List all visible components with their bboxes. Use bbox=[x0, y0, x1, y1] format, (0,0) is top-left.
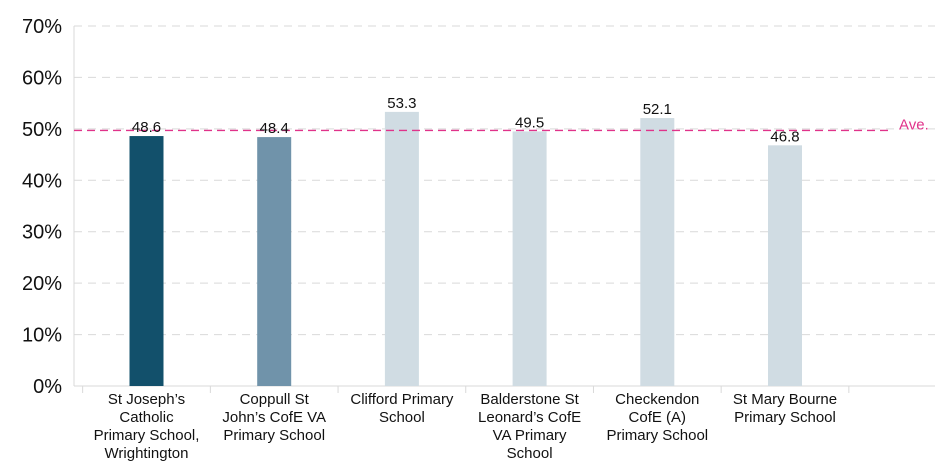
bar bbox=[768, 145, 802, 386]
data-label: 52.1 bbox=[643, 101, 672, 118]
data-label: 48.6 bbox=[132, 119, 161, 136]
x-axis-labels: St Joseph’s Catholic Primary School, Wright… bbox=[94, 391, 838, 462]
x-category-label-line: Primary School bbox=[606, 427, 708, 444]
x-category-label: Balderstone St Leonard’s CofE VA Primary Sc… bbox=[478, 391, 581, 462]
y-tick-label: 30% bbox=[22, 222, 62, 244]
y-tick-label: 70% bbox=[22, 16, 62, 38]
y-tick-label: 40% bbox=[22, 170, 62, 192]
x-category-label: Coppull St John’s CofE VA Primary School bbox=[222, 391, 326, 444]
bar bbox=[129, 136, 164, 386]
x-category-label-line: Checkendon bbox=[615, 391, 699, 408]
x-category-label-line: Primary School bbox=[734, 409, 836, 426]
y-tick-label: 0% bbox=[33, 376, 62, 398]
x-category-label-line: Catholic bbox=[119, 409, 174, 426]
x-category-label-line: Primary School bbox=[223, 427, 325, 444]
bars bbox=[129, 111, 802, 387]
bar bbox=[384, 111, 419, 386]
x-category-label-line: Wrightington bbox=[105, 445, 189, 462]
y-axis: 0% 10% 20% 30% 40% 50% 60% 70% bbox=[22, 16, 935, 398]
x-category-label-line: St Mary Bourne bbox=[733, 391, 837, 408]
data-label: 49.5 bbox=[515, 114, 544, 131]
x-category-label: St Mary Bourne Primary School bbox=[733, 391, 837, 426]
x-category-label-line: School bbox=[379, 409, 425, 426]
x-category-label-line: CofE (A) bbox=[629, 409, 687, 426]
y-tick-label: 10% bbox=[22, 325, 62, 347]
data-label: 46.8 bbox=[770, 128, 799, 145]
x-category-label: St Joseph’s Catholic Primary School, Wright… bbox=[94, 391, 200, 462]
x-category-label-line: School bbox=[507, 445, 553, 462]
x-category-label-line: VA Primary bbox=[493, 427, 567, 444]
x-category-label-line: Balderstone St bbox=[480, 391, 579, 408]
x-category-label-line: St Joseph’s bbox=[108, 391, 185, 408]
gridlines bbox=[74, 25, 935, 336]
y-tick-label: 50% bbox=[22, 119, 62, 141]
data-labels: 48.6 48.4 53.3 49.5 52.1 46.8 bbox=[132, 95, 800, 145]
x-category-label-line: Primary School, bbox=[94, 427, 200, 444]
data-label: 53.3 bbox=[387, 95, 416, 112]
bar bbox=[512, 131, 547, 386]
x-category-label-line: John’s CofE VA bbox=[222, 409, 326, 426]
average-reference-line: Ave. bbox=[74, 116, 929, 133]
bar bbox=[257, 137, 292, 386]
x-category-label: Checkendon CofE (A) Primary School bbox=[606, 391, 708, 444]
average-line-label: Ave. bbox=[899, 116, 929, 133]
data-label: 48.4 bbox=[260, 120, 289, 137]
bar bbox=[640, 118, 675, 387]
y-tick-label: 60% bbox=[22, 67, 62, 89]
x-category-label: Clifford Primary School bbox=[350, 391, 454, 426]
x-category-label-line: Clifford Primary bbox=[350, 391, 454, 408]
x-category-label-line: Coppull St bbox=[240, 391, 310, 408]
y-tick-label: 20% bbox=[22, 273, 62, 295]
x-category-label-line: Leonard’s CofE bbox=[478, 409, 581, 426]
